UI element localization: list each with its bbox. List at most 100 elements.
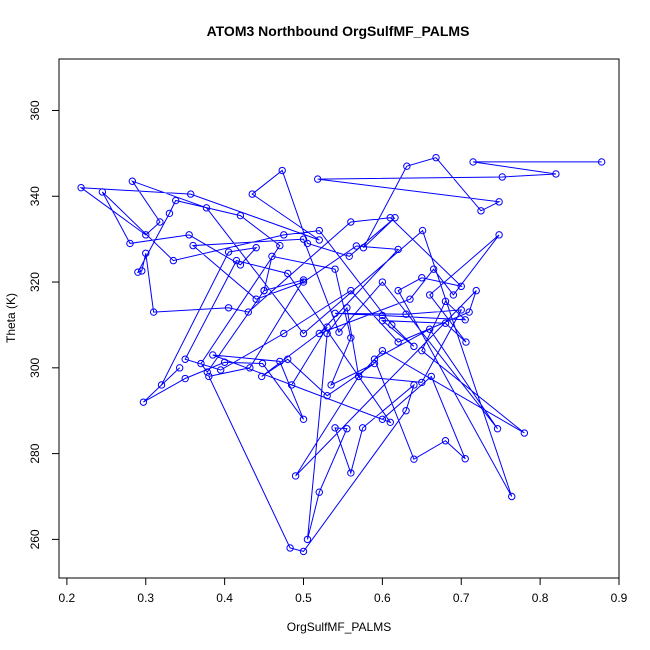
y-tick-label: 280 (28, 443, 42, 463)
data-point (216, 366, 225, 374)
data-point (172, 196, 180, 205)
x-tick-label: 0.9 (611, 591, 628, 605)
data-point (287, 381, 296, 389)
data-point (138, 267, 146, 275)
data-point (331, 309, 339, 318)
data-point (378, 415, 387, 423)
data-point (462, 338, 470, 346)
data-point (268, 252, 276, 261)
data-point (157, 381, 166, 389)
x-tick-label: 0.8 (532, 591, 549, 605)
data-point (126, 239, 134, 248)
data-point (252, 295, 260, 303)
data-point (260, 286, 268, 295)
data-point (220, 358, 229, 366)
data-point (77, 183, 85, 192)
chart-title: ATOM3 Northbound OrgSulfMF_PALMS (207, 23, 470, 39)
x-tick-label: 0.4 (216, 591, 233, 605)
data-point (197, 359, 205, 368)
data-point (352, 242, 361, 250)
x-tick-label: 0.7 (453, 591, 470, 605)
data-point (248, 190, 256, 198)
data-point (378, 346, 387, 355)
data-point (276, 357, 284, 366)
data-point (246, 364, 254, 372)
data-point (98, 188, 107, 196)
data-point (205, 372, 213, 381)
data-point (495, 231, 503, 239)
data-point (203, 368, 211, 376)
data-point (258, 372, 266, 381)
data-point (402, 310, 410, 318)
y-tick-label: 260 (28, 529, 42, 549)
data-point (426, 291, 434, 299)
data-point (347, 218, 355, 226)
data-point (323, 329, 331, 338)
data-point (498, 173, 506, 181)
x-tick-label: 0.5 (295, 591, 312, 605)
data-point (187, 190, 195, 198)
data-point (358, 424, 367, 432)
data-point (457, 306, 465, 314)
series-line (79, 157, 602, 552)
data-point (128, 177, 137, 185)
y-tick-label: 340 (28, 186, 42, 206)
data-point (149, 308, 158, 316)
data-point (370, 359, 379, 368)
data-point (410, 455, 418, 463)
data-point (156, 218, 164, 226)
data-point (299, 278, 308, 286)
data-point (461, 455, 469, 463)
y-axis: 260 280 300 320 340 360 (28, 100, 60, 549)
data-point (303, 239, 312, 248)
data-point (181, 374, 189, 383)
data-point (386, 214, 394, 222)
data-point (457, 282, 465, 291)
data-point (347, 469, 355, 477)
data-point (232, 256, 241, 265)
data-point (394, 338, 402, 346)
data-point (331, 265, 339, 273)
data-point (323, 392, 331, 400)
data-point (386, 418, 394, 426)
data-point (331, 424, 339, 432)
data-point (315, 329, 323, 338)
data-point (314, 175, 322, 183)
data-point (359, 244, 368, 252)
data-point (142, 231, 150, 239)
data-point (303, 535, 312, 544)
data-point (169, 256, 178, 265)
data-point (418, 378, 426, 387)
data-point (315, 236, 323, 244)
data-point (441, 437, 450, 445)
data-point (378, 316, 387, 325)
data-point (280, 329, 288, 338)
data-point (410, 381, 418, 389)
data-point (355, 372, 363, 381)
data-point (165, 209, 174, 218)
y-tick-label: 300 (28, 357, 42, 377)
data-point (520, 429, 529, 437)
data-point (429, 265, 438, 273)
data-point (236, 261, 245, 269)
data-point (495, 198, 503, 206)
data-point (418, 346, 426, 355)
data-point (508, 492, 516, 501)
data-point (432, 153, 440, 162)
data-point (278, 166, 286, 175)
data-point (244, 308, 252, 316)
x-axis-label: OrgSulfMF_PALMS (287, 620, 391, 634)
data-point (236, 211, 245, 220)
data-point (426, 325, 434, 333)
data-point (224, 304, 233, 312)
data-point (299, 329, 308, 338)
data-point (552, 170, 560, 178)
series-lines (79, 157, 602, 552)
data-point (406, 295, 414, 303)
data-point (315, 488, 323, 496)
data-point (410, 342, 418, 351)
data-point (224, 248, 233, 256)
y-tick-label: 320 (28, 272, 42, 292)
data-point (286, 544, 294, 552)
data-point (403, 162, 411, 170)
